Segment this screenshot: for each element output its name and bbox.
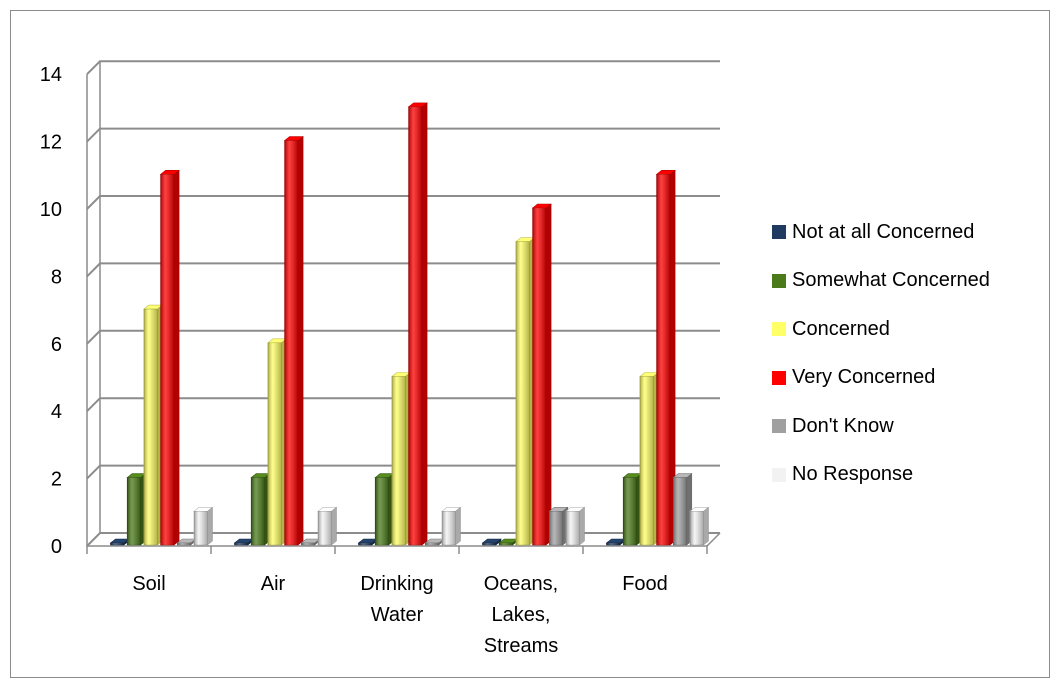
bar [424, 538, 445, 546]
bar [498, 538, 519, 546]
legend-label: No Response [792, 463, 914, 486]
y-tick-label: 0 [51, 536, 62, 558]
axes [86, 61, 721, 554]
gridline [86, 60, 720, 75]
x-tick-labels: Soil Air Drinking Water Oceans, Lakes, Streams… [132, 573, 667, 657]
bar [193, 506, 214, 546]
y-tick-label: 12 [40, 132, 62, 154]
bar [126, 473, 147, 546]
bar [391, 371, 412, 546]
x-tick-label: Food [622, 573, 668, 595]
bar [441, 506, 462, 546]
legend-item: Concerned [772, 305, 990, 354]
y-tick-label: 4 [51, 401, 62, 423]
bar [565, 506, 586, 546]
y-tick-label: 10 [40, 199, 62, 221]
bar [233, 538, 254, 546]
bar [159, 169, 180, 546]
bar [622, 473, 643, 546]
bar [283, 136, 304, 546]
bars [109, 102, 710, 546]
legend-item: Don't Know [772, 402, 990, 451]
bar [374, 473, 395, 546]
bar [655, 169, 676, 546]
legend-item: Somewhat Concerned [772, 257, 990, 306]
bar [267, 338, 288, 546]
x-tick-label: Streams [484, 635, 558, 657]
x-tick-label: Oceans, [484, 573, 558, 595]
x-tick-label: Air [261, 573, 286, 595]
gridline [86, 262, 720, 278]
gridline [86, 329, 720, 345]
x-tick-label: Soil [132, 573, 165, 595]
legend-swatch [772, 370, 786, 385]
bar [300, 538, 321, 546]
legend-label: Very Concerned [792, 366, 936, 389]
legend-swatch [772, 467, 786, 482]
y-tick-labels: 0 2 4 6 8 10 12 14 [40, 64, 62, 558]
legend: Not at all Concerned Somewhat Concerned Co… [772, 208, 990, 499]
legend-label: Not at all Concerned [792, 220, 975, 243]
bar [109, 538, 130, 546]
x-tick-label: Drinking [360, 573, 433, 595]
y-tick-label: 14 [40, 64, 62, 86]
bar [317, 506, 338, 546]
y-tick-label: 8 [51, 266, 62, 288]
bar [407, 102, 428, 546]
bar [515, 237, 536, 546]
legend-item: Not at all Concerned [772, 208, 990, 257]
legend-item: No Response [772, 451, 990, 500]
bar [176, 538, 197, 546]
y-tick-label: 6 [51, 334, 62, 356]
x-tick-label: Water [371, 604, 424, 626]
bar [250, 473, 271, 546]
legend-swatch [772, 419, 786, 434]
legend-label: Concerned [792, 317, 890, 340]
bar [143, 304, 164, 546]
bar [531, 203, 552, 546]
legend-swatch [772, 273, 786, 288]
legend-label: Don't Know [792, 414, 894, 437]
x-tick-label: Lakes, [492, 604, 551, 626]
bar [689, 506, 710, 546]
gridline [86, 127, 720, 143]
gridline [86, 195, 720, 210]
legend-item: Very Concerned [772, 354, 990, 403]
bar [481, 538, 502, 546]
bar [357, 538, 378, 546]
bar [605, 538, 626, 546]
bar [639, 371, 660, 546]
bar [672, 473, 693, 546]
axis-lines [86, 74, 721, 547]
legend-label: Somewhat Concerned [792, 269, 990, 292]
legend-swatch [772, 322, 786, 337]
bar [548, 506, 569, 546]
legend-swatch [772, 225, 786, 240]
y-tick-label: 2 [51, 469, 62, 491]
